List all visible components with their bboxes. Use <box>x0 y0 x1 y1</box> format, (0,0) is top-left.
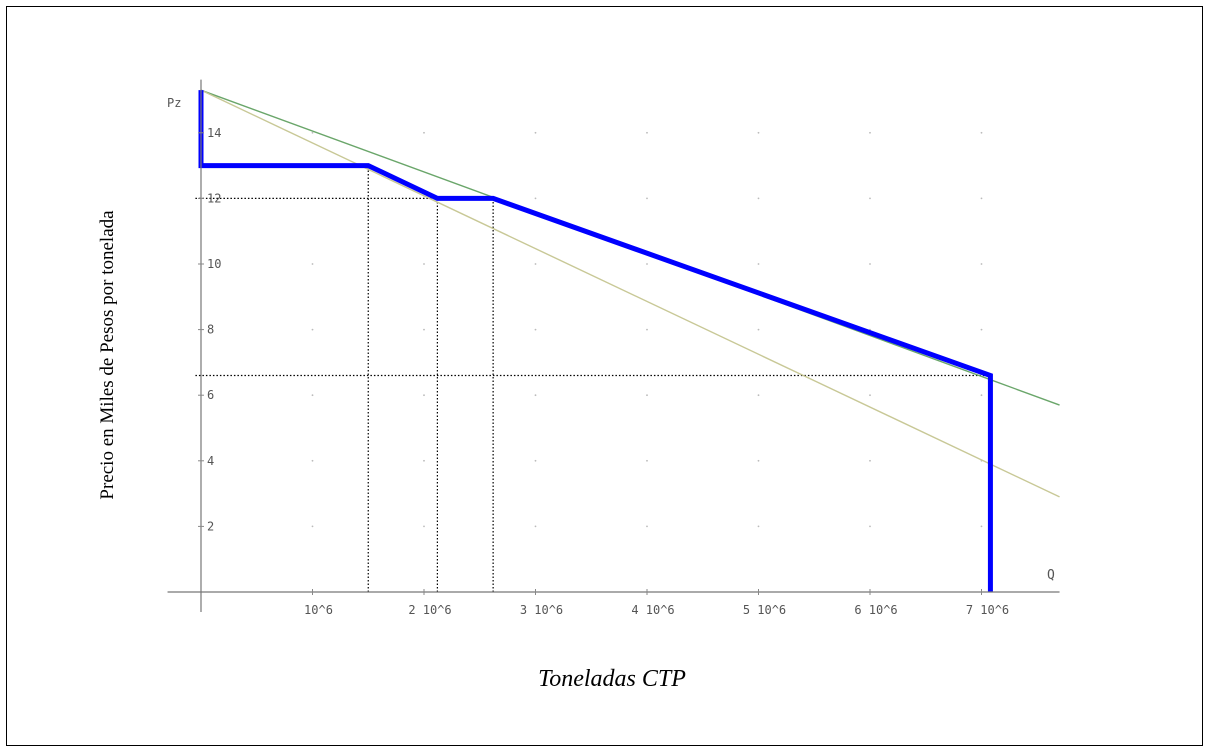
grid-dot <box>423 394 425 397</box>
grid-dot <box>757 525 760 528</box>
x-tick-label: 10^6 <box>304 603 333 617</box>
grid-dot <box>534 459 537 462</box>
grid-dot <box>423 459 425 462</box>
grid-dot <box>869 131 871 134</box>
grid-dot <box>757 131 760 134</box>
grid-dot <box>646 459 648 462</box>
grid-dot <box>646 131 648 134</box>
grid-dot <box>646 525 648 528</box>
y-axis-title: Precio en Miles de Pesos por tonelada <box>97 210 118 500</box>
grid-dot <box>423 263 425 265</box>
grid-dot <box>534 197 537 200</box>
reference-lines <box>195 165 991 592</box>
grid-dot <box>534 525 537 528</box>
tick-labels: 10^6 2 10^6 3 10^6 4 10^6 5 10^6 6 10^6 7 10^6… <box>198 126 1009 617</box>
x-axis-symbol: Q <box>1047 568 1055 583</box>
grid-dot <box>646 328 648 331</box>
grid-dot <box>980 328 983 331</box>
grid-dot <box>757 394 760 397</box>
grid-dot <box>869 263 871 265</box>
grid-dot <box>311 459 314 462</box>
grid-dot <box>646 394 648 397</box>
x-tick-label: 7 10^6 <box>966 603 1009 617</box>
y-axis-symbol: Pz <box>167 96 181 110</box>
y-tick-label: 8 <box>207 323 214 337</box>
grid-dot <box>311 525 314 528</box>
x-tick-label: 2 10^6 <box>408 603 451 617</box>
grid-dot <box>646 263 648 265</box>
grid-dots <box>311 131 983 528</box>
y-tick-label: 6 <box>207 388 214 402</box>
grid-dot <box>311 328 314 331</box>
y-tick-label: 2 <box>207 519 214 533</box>
grid-dot <box>869 525 871 528</box>
series-olive-line <box>200 89 1060 498</box>
y-tick-label: 10 <box>207 257 221 271</box>
grid-dot <box>423 328 425 331</box>
grid-dot <box>534 263 537 265</box>
grid-dot <box>980 131 983 134</box>
x-tick-label: 6 10^6 <box>854 603 897 617</box>
grid-dot <box>980 263 983 265</box>
y-tick-label: 14 <box>207 126 221 140</box>
grid-dot <box>869 197 871 200</box>
y-tick-label: 4 <box>207 454 214 468</box>
x-tick-label: 3 10^6 <box>520 603 563 617</box>
grid-dot <box>311 263 314 265</box>
grid-dot <box>980 394 983 397</box>
grid-dot <box>869 394 871 397</box>
grid-dot <box>311 394 314 397</box>
grid-dot <box>534 328 537 331</box>
grid-dot <box>646 197 648 200</box>
grid-dot <box>980 525 983 528</box>
series-blue-step <box>198 90 993 592</box>
series-lines <box>198 89 1060 592</box>
grid-dot <box>534 394 537 397</box>
grid-dot <box>757 328 760 331</box>
x-axis-title: Toneladas CTP <box>538 666 686 692</box>
y-tick-label: 12 <box>207 191 221 205</box>
grid-dot <box>980 197 983 200</box>
grid-dot <box>423 525 425 528</box>
x-tick-label: 5 10^6 <box>743 603 786 617</box>
grid-dot <box>534 131 537 134</box>
grid-dot <box>757 263 760 265</box>
figure-frame <box>6 6 1203 746</box>
x-tick-label: 4 10^6 <box>631 603 674 617</box>
grid-dot <box>757 197 760 200</box>
grid-dot <box>869 459 871 462</box>
grid-dot <box>757 459 760 462</box>
grid-dot <box>423 131 425 134</box>
grid-dot <box>311 131 314 134</box>
axes <box>167 79 1060 612</box>
